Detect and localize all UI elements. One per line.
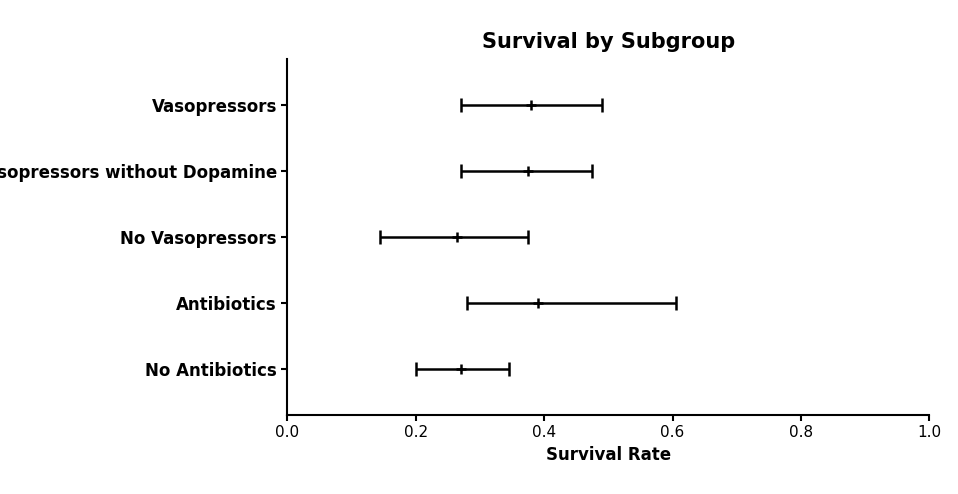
X-axis label: Survival Rate: Survival Rate: [546, 446, 671, 464]
Title: Survival by Subgroup: Survival by Subgroup: [482, 32, 735, 52]
